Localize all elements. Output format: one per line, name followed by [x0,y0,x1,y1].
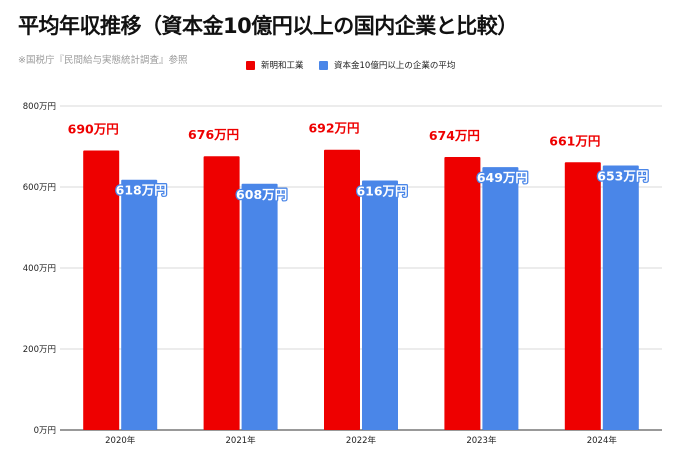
x-tick-label: 2024年 [587,435,618,446]
x-tick-label: 2023年 [466,435,497,446]
bar-company [203,156,240,430]
data-label-average: 653万円 [597,169,648,184]
bar-average [362,180,398,430]
data-label-company: 676万円 [188,127,239,142]
bar-average [241,183,278,430]
legend-swatch-red [246,60,255,70]
data-label-average: 649万円 [477,170,528,185]
source-note: ※国税庁『民間給与実態統計調査』参照 [18,55,188,66]
legend-label-series-1: 新明和工業 [261,61,304,71]
data-label-company: 661万円 [549,133,600,148]
y-tick-label: 600万円 [23,183,56,193]
data-label-average: 616万円 [356,184,407,199]
data-label-average: 618万円 [116,183,167,198]
data-label-average: 608万円 [236,187,287,202]
bar-average [121,179,158,430]
y-tick-label: 200万円 [23,345,56,355]
legend-swatch-blue [319,60,328,70]
chart-title: 平均年収推移（資本金10億円以上の国内企業と比較） [18,14,518,38]
data-label-company: 690万円 [68,122,119,137]
legend: 新明和工業 資本金10億円以上の企業の平均 [0,59,700,73]
bar-average [602,165,639,430]
bar-company [564,162,601,431]
data-label-company: 674万円 [429,128,480,143]
bar-company [324,149,360,431]
x-tick-label: 2022年 [346,435,377,446]
legend-label-series-2: 資本金10億円以上の企業の平均 [334,61,456,71]
bar-average [482,167,519,430]
bar-company [444,157,481,430]
y-tick-label: 800万円 [23,102,56,112]
x-tick-label: 2020年 [105,435,136,446]
y-tick-label: 400万円 [23,264,56,274]
data-label-company: 692万円 [308,121,359,136]
legend-item-series-1: 新明和工業 [246,59,304,71]
y-tick-label: 0万円 [34,426,56,436]
x-tick-label: 2021年 [226,435,257,446]
legend-item-series-2: 資本金10億円以上の企業の平均 [319,59,455,71]
bar-company [83,150,120,431]
